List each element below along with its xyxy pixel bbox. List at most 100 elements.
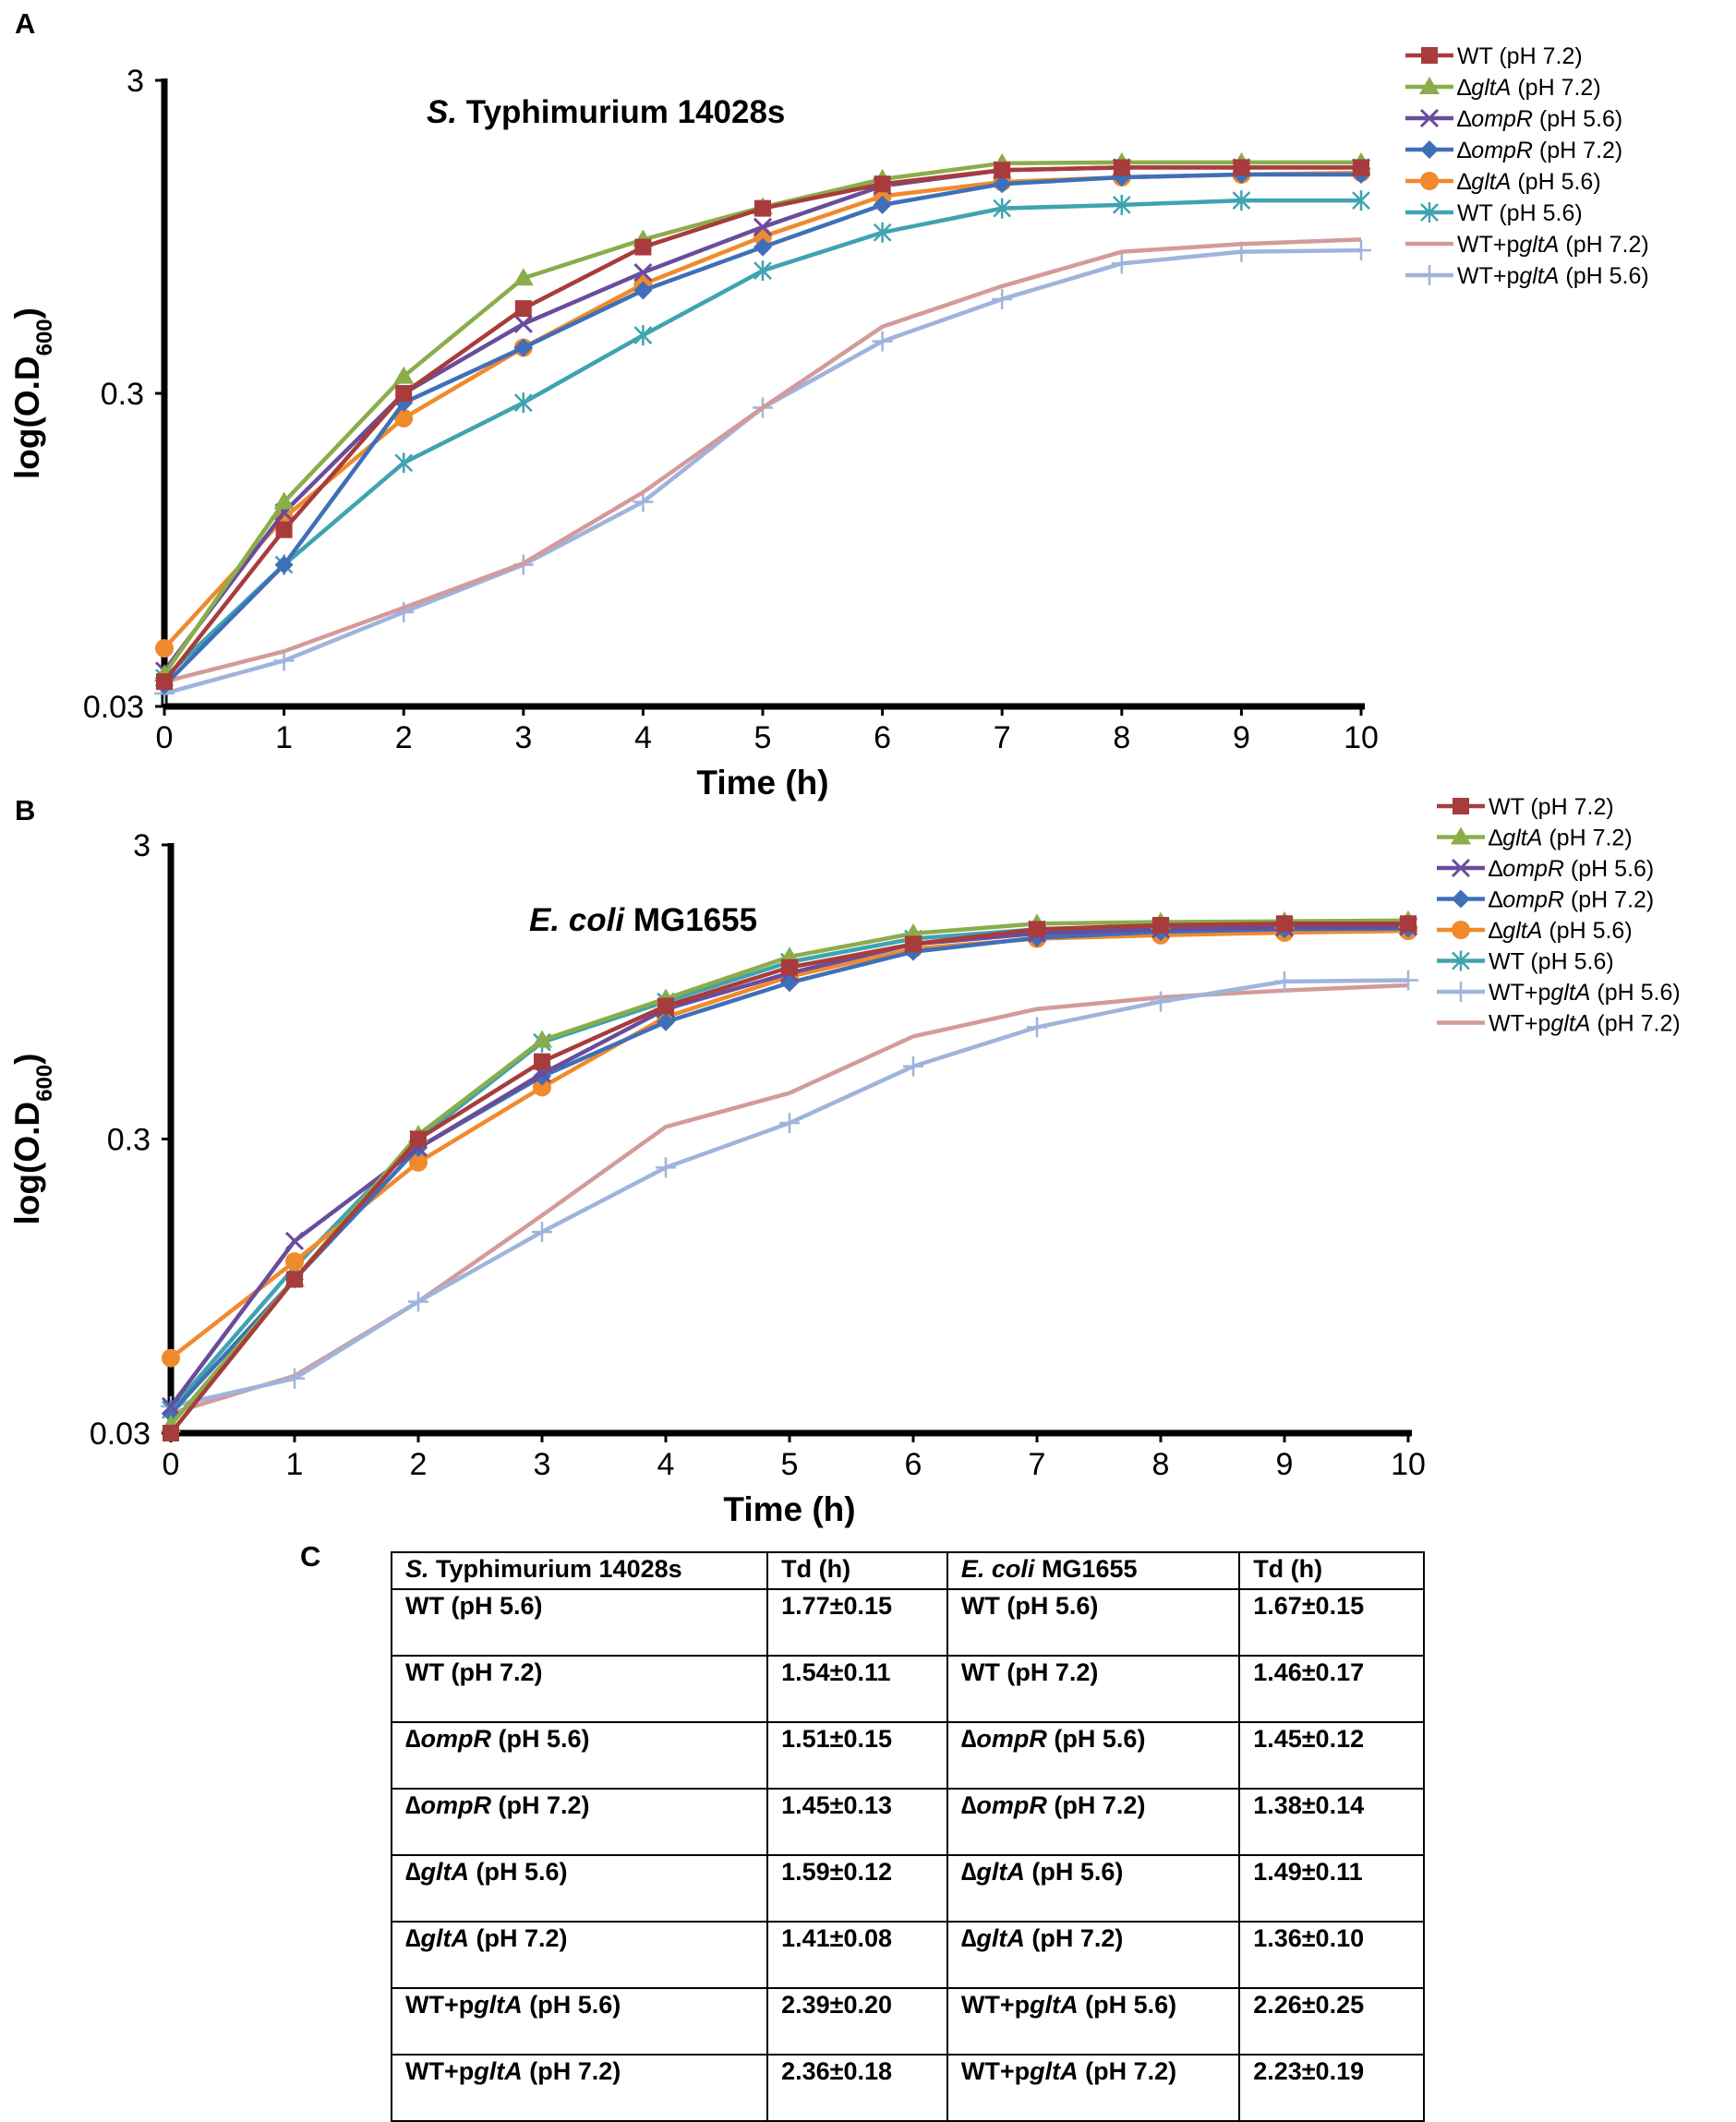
legend-entry: WT+pgltA (pH 5.6): [1437, 980, 1681, 1006]
legend-label: ∆gltA (pH 5.6): [1457, 169, 1601, 195]
data-point: [634, 238, 652, 256]
data-point: [273, 650, 295, 671]
x-tick-label: 1: [286, 1447, 304, 1482]
x-tick-label: 7: [1029, 1447, 1046, 1482]
data-point: [872, 331, 893, 352]
data-point: [781, 959, 798, 976]
y-tick-label: 3: [133, 828, 151, 863]
series-group: [170, 983, 1409, 1416]
data-point: [633, 263, 653, 283]
data-point: [513, 314, 533, 333]
data-point: [534, 1053, 550, 1070]
legend-label: ∆ompR (pH 5.6): [1457, 106, 1622, 132]
legend-marker: [1452, 921, 1470, 939]
data-point: [1400, 915, 1417, 933]
data-point: [874, 175, 891, 193]
strain-cell: WT+pgltA (pH 5.6): [946, 1987, 1241, 2056]
y-tick-label: 0.3: [101, 377, 144, 412]
series-line: [169, 924, 1409, 1408]
data-point: [1233, 159, 1250, 176]
legend-entry: WT+pgltA (pH 7.2): [1405, 232, 1649, 258]
strain-cell: WT (pH 5.6): [390, 1588, 769, 1657]
data-point: [394, 452, 414, 474]
x-tick-label: 4: [657, 1447, 675, 1482]
legend-marker: [1420, 172, 1439, 190]
td-value-cell: 1.49±0.11: [1238, 1854, 1425, 1923]
table-row: WT (pH 7.2) 1.54±0.11 WT (pH 7.2) 1.46±0.17: [390, 1655, 1425, 1723]
data-point: [1151, 991, 1171, 1012]
td-value-cell: 1.36±0.10: [1238, 1921, 1425, 1989]
table-row: ∆ompR (pH 7.2) 1.45±0.13 ∆ompR (pH 7.2) 1.3…: [390, 1788, 1425, 1856]
data-point: [533, 1078, 551, 1097]
data-point: [512, 268, 534, 286]
td-value-cell: 2.26±0.25: [1238, 1987, 1425, 2056]
data-point: [532, 1030, 552, 1048]
data-point: [274, 555, 294, 574]
legend-label: WT (pH 5.6): [1489, 949, 1614, 975]
data-point: [393, 366, 415, 384]
x-tick-label: 2: [410, 1447, 428, 1482]
strain-cell: WT (pH 5.6): [946, 1588, 1241, 1657]
td-value-cell: 2.39±0.20: [766, 1987, 948, 2056]
data-point: [754, 199, 771, 217]
x-tick-label: 0: [163, 1447, 180, 1482]
data-point: [286, 1271, 303, 1288]
panel-label-a: A: [15, 7, 36, 40]
x-tick-label: 8: [1113, 720, 1130, 755]
legend-label: WT+pgltA (pH 5.6): [1457, 263, 1649, 289]
header-genus: E. coli: [960, 1555, 1035, 1583]
legend-marker: [1452, 889, 1470, 909]
data-point: [753, 260, 772, 282]
legend-entry: WT (pH 7.2): [1405, 43, 1583, 69]
td-value-cell: 2.23±0.19: [1238, 2054, 1425, 2122]
data-point: [284, 1368, 305, 1389]
data-point: [753, 237, 772, 257]
header-rest: Typhimurium 14028s: [436, 1555, 682, 1583]
legend-marker: [1453, 798, 1469, 814]
data-point: [657, 1012, 675, 1031]
data-point: [409, 1152, 428, 1172]
data-point: [513, 338, 533, 357]
data-point: [1113, 159, 1130, 176]
table-header-cell: Td (h): [1238, 1551, 1425, 1590]
panel-label-c: C: [300, 1540, 321, 1573]
legend-marker: [1420, 202, 1439, 223]
series-line: [170, 983, 1409, 1416]
x-tick-label: 3: [514, 720, 532, 755]
data-point: [513, 392, 533, 414]
td-value-cell: 1.46±0.17: [1238, 1655, 1425, 1723]
strain-cell: WT+pgltA (pH 7.2): [946, 2054, 1241, 2122]
data-point: [633, 325, 653, 346]
header-rest: MG1655: [1041, 1555, 1138, 1583]
data-point: [779, 1113, 800, 1134]
x-tick-label: 6: [874, 720, 891, 755]
data-point: [1276, 915, 1293, 933]
series-line: [169, 918, 1409, 1427]
data-point: [155, 639, 174, 658]
x-tick-label: 3: [534, 1447, 551, 1482]
legend-marker: [1421, 47, 1438, 64]
x-tick-label: 9: [1233, 720, 1250, 755]
x-tick-label: 7: [994, 720, 1011, 755]
table-row: WT (pH 5.6) 1.77±0.15 WT (pH 5.6) 1.67±0.15: [390, 1588, 1425, 1657]
strain-cell: ∆gltA (pH 5.6): [946, 1854, 1241, 1923]
x-tick-label: 10: [1391, 1447, 1426, 1482]
legend-label: ∆gltA (pH 7.2): [1489, 826, 1633, 851]
chart-title: E. coli MG1655: [529, 902, 757, 938]
strain-cell: ∆gltA (pH 7.2): [946, 1921, 1241, 1989]
x-tick-label: 5: [781, 1447, 799, 1482]
data-point: [532, 1222, 552, 1243]
table-header-cell: E. coli MG1655: [946, 1551, 1241, 1590]
legend-entry: ∆ompR (pH 7.2): [1437, 887, 1654, 913]
chart-title: S. Typhimurium 14028s: [427, 94, 785, 130]
legend-label: ∆ompR (pH 7.2): [1489, 887, 1654, 913]
strain-cell: ∆ompR (pH 5.6): [390, 1721, 769, 1790]
series-group: [163, 237, 1362, 684]
data-point: [1112, 194, 1131, 215]
data-point: [1111, 253, 1132, 274]
td-value-cell: 1.67±0.15: [1238, 1588, 1425, 1657]
series-line: [169, 921, 1408, 1435]
doubling-time-table: S. Typhimurium 14028s Td (h) E. coli MG1…: [390, 1551, 1425, 2122]
series-group: [161, 970, 1418, 1417]
legend-entry: WT+pgltA (pH 5.6): [1405, 263, 1649, 289]
